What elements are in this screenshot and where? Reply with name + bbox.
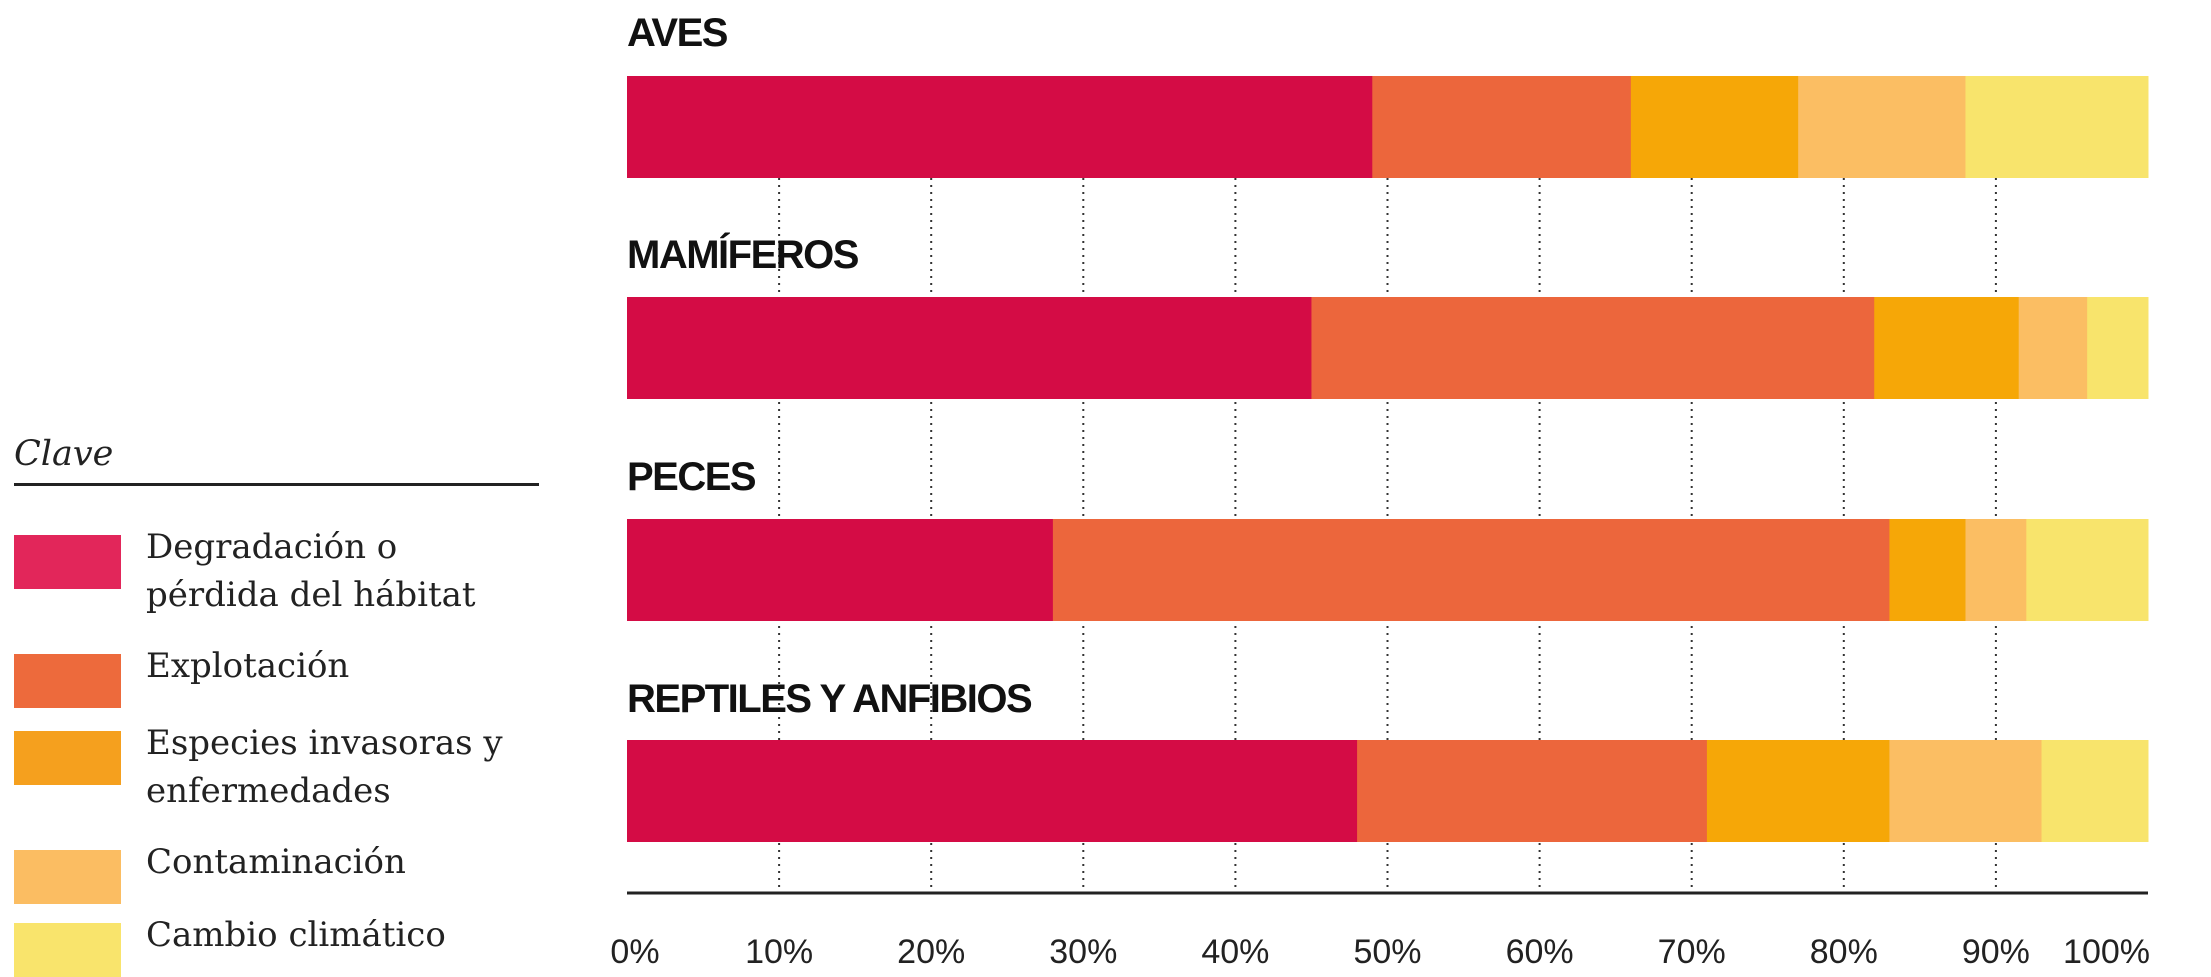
bar-mamiferos-series-4	[2087, 297, 2149, 399]
legend-swatch-contaminacion	[14, 850, 121, 904]
x-axis-ticks: 0% 10% 20% 30% 40% 50% 60% 70% 80% 90% 100%	[610, 933, 2150, 971]
legend-label-contaminacion: Contaminación	[146, 842, 406, 882]
legend-swatch-invasoras	[14, 731, 121, 785]
bar-mamiferos-series-2	[1874, 297, 2020, 399]
x-tick-label-100: 100%	[2063, 933, 2150, 971]
bar-reptiles-y-anfibios-series-0	[627, 740, 1358, 842]
legend-label-cambio-climatico: Cambio climático	[146, 915, 446, 955]
bar-mamiferos-series-0	[627, 297, 1312, 399]
x-tick-label-90: 90%	[1962, 933, 2030, 971]
bar-aves-series-1	[1372, 76, 1632, 178]
bar-reptiles-y-anfibios-series-1	[1357, 740, 1708, 842]
legend-label-explotacion: Explotación	[146, 646, 350, 686]
legend-label-invasoras: Especies invasoras y enfermedades	[146, 723, 503, 811]
bar-aves-series-3	[1798, 76, 1966, 178]
legend-title: Clave	[14, 434, 114, 474]
x-tick-label-70: 70%	[1658, 933, 1726, 971]
x-tick-label-50: 50%	[1353, 933, 1421, 971]
bar-aves-series-2	[1630, 76, 1799, 178]
category-title-reptiles-y-anfibios: REPTILES Y ANFIBIOS	[627, 677, 1032, 721]
bar-peces-series-4	[2026, 519, 2149, 621]
x-tick-label-40: 40%	[1201, 933, 1269, 971]
x-tick-label-80: 80%	[1810, 933, 1878, 971]
legend: Clave Degradación o pérdida del hábitat …	[14, 425, 539, 977]
bar-peces-series-2	[1889, 519, 1966, 621]
bar-reptiles-y-anfibios-series-3	[1889, 740, 2043, 842]
legend-swatch-cambio-climatico	[14, 923, 121, 977]
legend-swatch-explotacion	[14, 654, 121, 708]
bar-peces-series-1	[1052, 519, 1890, 621]
bar-aves-series-4	[1965, 76, 2149, 178]
category-title-peces: PECES	[627, 455, 756, 499]
bar-aves-series-0	[627, 76, 1373, 178]
legend-swatch-habitat	[14, 535, 121, 589]
bar-reptiles-y-anfibios-series-2	[1706, 740, 1890, 842]
x-tick-label-30: 30%	[1049, 933, 1117, 971]
x-tick-label-10: 10%	[745, 933, 813, 971]
legend-label-habitat: Degradación o pérdida del hábitat	[146, 527, 476, 615]
x-tick-label-60: 60%	[1506, 933, 1574, 971]
x-tick-label-20: 20%	[897, 933, 965, 971]
bars	[627, 76, 2149, 842]
x-tick-label-0: 0%	[610, 933, 659, 971]
bar-peces-series-3	[1965, 519, 2027, 621]
category-titles: AVES MAMÍFEROS PECES REPTILES Y ANFIBIOS	[627, 11, 1033, 721]
bar-reptiles-y-anfibios-series-4	[2041, 740, 2149, 842]
bar-peces-series-0	[627, 519, 1054, 621]
bar-mamiferos-series-1	[1311, 297, 1875, 399]
legend-divider	[14, 483, 539, 486]
category-title-mamiferos: MAMÍFEROS	[627, 232, 859, 277]
category-title-aves: AVES	[627, 11, 728, 55]
bar-mamiferos-series-3	[2018, 297, 2088, 399]
